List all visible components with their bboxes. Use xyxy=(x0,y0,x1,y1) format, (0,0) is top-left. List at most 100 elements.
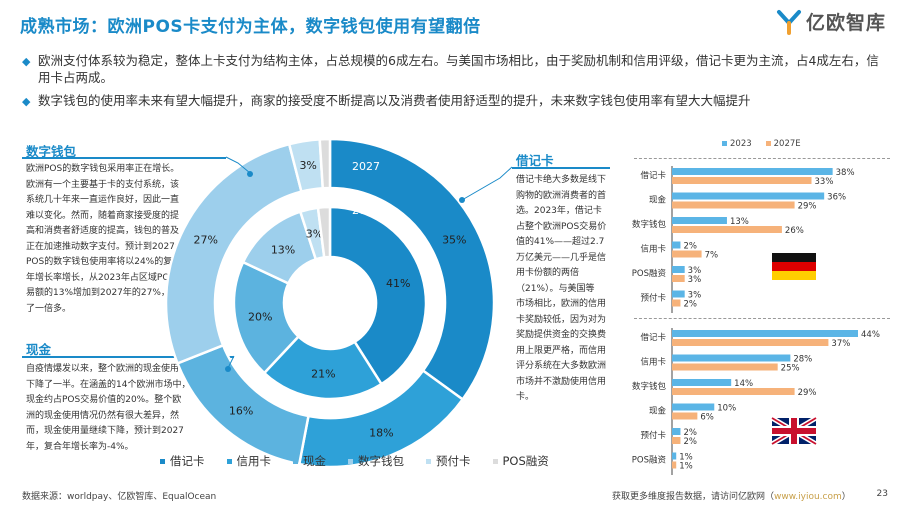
debit-text-line: 占整个欧洲POS交易价 xyxy=(516,221,607,232)
uk-chart-bar-value: 29% xyxy=(798,388,817,398)
debit-text-line: 购物的欧洲消费者的首 xyxy=(516,190,607,201)
bar-legend-2027-label: 2027E xyxy=(773,139,801,149)
debit-text-line: 评分系统在大多数欧洲 xyxy=(516,361,607,371)
debit-text-line: 万亿美元——几乎是信 xyxy=(516,252,607,263)
source-note: 数据来源：worldpay、亿欧智库、EqualOcean xyxy=(22,492,217,502)
legend-label: 现金 xyxy=(303,454,326,468)
uk-chart-bar-value: 37% xyxy=(831,339,850,349)
ring-2023-label: 2023 xyxy=(352,204,380,217)
ring-2027-slice xyxy=(328,137,496,402)
germany-chart-bar-2027E xyxy=(672,177,812,184)
uk-chart-bar-value: 25% xyxy=(781,364,800,374)
wallet-text-line: 欧洲有一个主要基于卡的支付系统，该 xyxy=(26,179,180,190)
ring-2023-slice-label: 41% xyxy=(386,277,410,290)
germany-chart-bar-value: 2% xyxy=(683,300,697,310)
uk-chart-bar-2023 xyxy=(672,330,858,337)
cash-section-title: 现金 xyxy=(26,342,52,357)
uk-chart-bar-value: 1% xyxy=(679,453,693,463)
uk-chart-bar-2023 xyxy=(672,403,715,411)
wallet-section-title: 数字钱包 xyxy=(26,144,77,159)
uk-chart-bar-value: 28% xyxy=(793,355,812,365)
germany-chart-bar-2023 xyxy=(672,241,681,249)
uk-chart-category-label: POS融资 xyxy=(632,455,667,466)
germany-chart-bar-2027E xyxy=(672,201,795,209)
debit-text-line: 卡。 xyxy=(516,392,535,402)
ring-2023-slice-label: 20% xyxy=(248,310,272,323)
legend-item: 借记卡 xyxy=(160,453,205,469)
debit-divider xyxy=(512,167,610,169)
uk-chart-bar-2027E xyxy=(672,363,778,371)
debit-text-line: 卡奖励较低，因为对为 xyxy=(516,314,607,325)
ring-2027-slice xyxy=(287,137,325,194)
ring-2023-slice xyxy=(232,260,301,375)
page-title: 成熟市场：欧洲POS卡支付为主体，数字钱包使用有望翻倍 xyxy=(20,17,481,37)
wallet-text-line: 正在加速推动数字支付。预计到2027年， xyxy=(26,241,193,252)
website-link[interactable]: www.iyiou.com xyxy=(774,492,842,502)
legend-item: 现金 xyxy=(293,453,326,469)
uk-flag-icon xyxy=(770,415,818,447)
legend-label: 借记卡 xyxy=(170,454,205,468)
germany-chart-category-label: 现金 xyxy=(649,195,667,206)
bar-legend: 2023 2027E xyxy=(722,139,801,149)
uk-chart-bar-2027E xyxy=(672,437,681,444)
legend-item: 数字钱包 xyxy=(348,453,404,469)
germany-chart-bar-2023 xyxy=(672,168,833,175)
uk-chart-category-label: 预付卡 xyxy=(640,430,666,441)
debit-text-line: 借记卡绝大多数是线下 xyxy=(516,175,607,185)
uk-chart-bar-value: 44% xyxy=(861,330,880,340)
ring-2027-slice-label: 18% xyxy=(369,427,393,440)
germany-chart-bar-2027E xyxy=(672,226,782,233)
uk-chart-bar-2023 xyxy=(672,379,732,386)
ring-2023-slice xyxy=(241,210,318,286)
debit-leader-dot xyxy=(459,197,465,203)
uk-chart-bar-value: 1% xyxy=(679,462,693,472)
uk-chart-category-label: 借记卡 xyxy=(640,332,666,343)
germany-chart-bar-value: 29% xyxy=(798,202,817,212)
bullet-text: 数字钱包的使用率未来有望大幅提升，商家的接受度不断提高以及消费者使用舒适型的提升… xyxy=(38,93,751,108)
legend-label: 预付卡 xyxy=(436,454,471,468)
uk-chart-category-label: 现金 xyxy=(649,406,667,417)
legend-item: 预付卡 xyxy=(426,453,471,469)
debit-text-line: 奖励提供资金的交换费 xyxy=(516,330,607,340)
cash-text-line: 年，复合年增长率为-4%。 xyxy=(26,441,134,452)
cash-text-line: 而，现金使用量继续下降，预计到2027 xyxy=(26,426,184,436)
ring-2027-slice-label: 16% xyxy=(229,404,253,417)
germany-chart-bar-value: 33% xyxy=(815,177,834,187)
legend-swatch xyxy=(160,458,165,464)
germany-chart-bar-value: 2% xyxy=(683,242,697,252)
wallet-text-line: POS的数字钱包使用率将以24%的复合 xyxy=(26,257,182,267)
uk-chart-bar-2027E xyxy=(672,412,698,420)
debit-leader-line xyxy=(461,166,513,201)
ring-2023-slice-label: 3% xyxy=(306,228,323,241)
bullet-text: 欧洲支付体系较为稳定，整体上卡支付为结构主体，占总规模的6成左右。与美国市场相比… xyxy=(38,53,879,85)
germany-chart-bar-value: 3% xyxy=(688,266,702,276)
debit-text-line: 用上限更严格，而信用 xyxy=(516,345,607,356)
more-data-suffix: ） xyxy=(841,492,851,502)
ring-2023-slice xyxy=(298,206,326,261)
germany-chart-category-label: 借记卡 xyxy=(640,170,666,181)
donut-legend: 借记卡 信用卡 现金 数字钱包 预付卡 POS融资 xyxy=(160,453,549,469)
legend-label: 数字钱包 xyxy=(358,454,404,468)
cash-text-line: 现金约占POS交易价值的20%。整个欧 xyxy=(26,395,182,405)
germany-chart-category-label: 数字钱包 xyxy=(632,219,667,230)
legend-label: POS融资 xyxy=(502,454,549,468)
uk-chart-bar-value: 2% xyxy=(683,437,697,447)
uk-chart-bar-2027E xyxy=(672,388,795,395)
cash-leader-line xyxy=(227,355,235,369)
cash-text-line: 自疫情爆发以来，整个欧洲的现金使用 xyxy=(26,364,180,374)
legend-item: POS融资 xyxy=(492,453,549,469)
germany-chart-bar-2027E xyxy=(672,299,681,307)
debit-text-line: 市场并不激励使用信用 xyxy=(516,376,607,387)
wallet-text-line: 了一倍多。 xyxy=(26,303,72,314)
legend-label: 信用卡 xyxy=(236,454,272,468)
bar-legend-2027: 2027E xyxy=(765,139,801,149)
debit-text-line: 选。2023年，借记卡 xyxy=(516,206,602,216)
ring-2023-slice xyxy=(316,205,332,259)
legend-swatch xyxy=(226,458,232,464)
uk-chart-category-label: 信用卡 xyxy=(640,357,666,368)
debit-description: 借记卡绝大多数是线下 购物的欧洲消费者的首 选。2023年，借记卡 占整个欧洲POS交… xyxy=(516,173,616,406)
wallet-text-line: 系统几十年来一直运作良好，因此一直 xyxy=(26,195,180,205)
bar-divider-top xyxy=(634,158,890,159)
diamond-icon: ◆ xyxy=(22,95,31,108)
debit-section-title: 借记卡 xyxy=(516,153,554,168)
